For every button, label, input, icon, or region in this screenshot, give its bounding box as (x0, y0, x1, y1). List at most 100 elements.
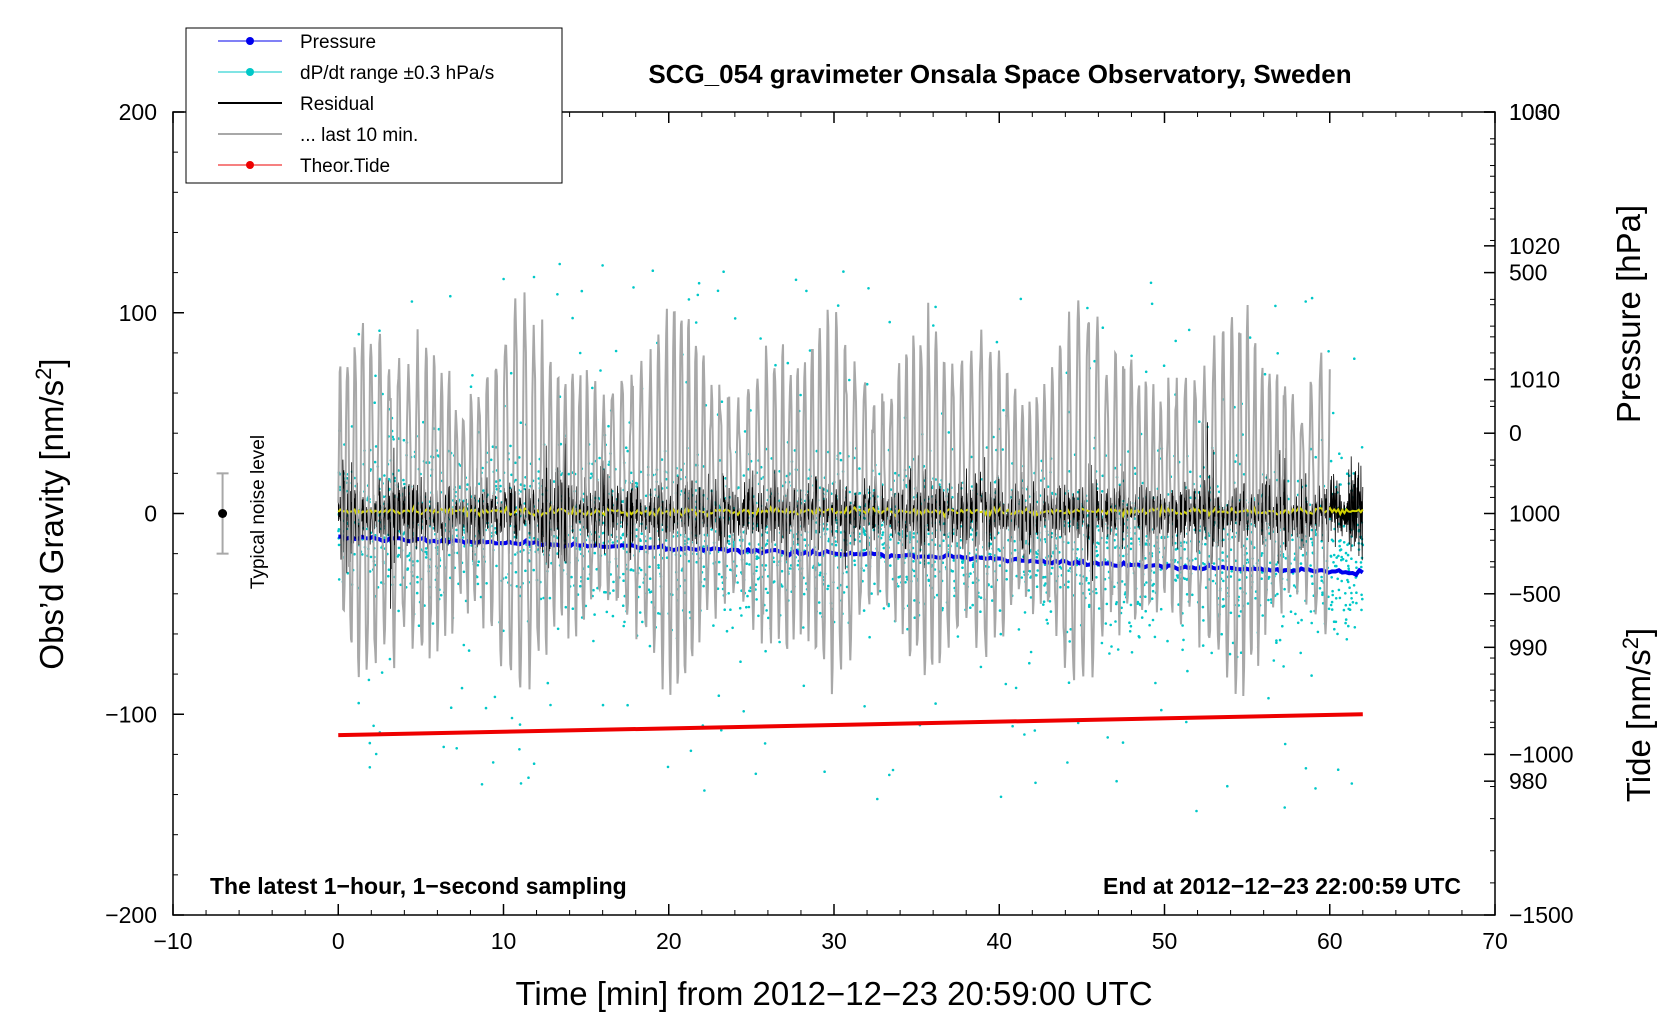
dpdt-point (1330, 538, 1334, 542)
dpdt-point (720, 728, 723, 732)
dpdt-point (794, 278, 798, 282)
dpdt-point (1166, 639, 1169, 643)
dpdt-point (858, 467, 861, 470)
dpdt-point (891, 768, 895, 772)
dpdt-point (564, 605, 568, 609)
dpdt-point (337, 578, 341, 581)
dpdt-point (1122, 554, 1125, 558)
dpdt-point (1329, 459, 1333, 463)
dpdt-point (1105, 602, 1109, 606)
dpdt-point (725, 629, 729, 633)
dpdt-point (1347, 624, 1350, 628)
dpdt-point (374, 534, 377, 537)
dpdt-point (1097, 607, 1101, 610)
dpdt-point (578, 351, 582, 355)
dpdt-point (748, 563, 751, 566)
dpdt-point (502, 277, 505, 281)
dpdt-point (1344, 618, 1348, 621)
noise-center-point (218, 509, 228, 518)
dpdt-point (1360, 608, 1363, 612)
dpdt-point (1181, 624, 1184, 627)
dpdt-point (878, 589, 882, 593)
dpdt-point (1035, 574, 1038, 577)
dpdt-point (1130, 537, 1133, 540)
dpdt-point (766, 591, 769, 594)
dpdt-point (532, 275, 536, 279)
dpdt-point (648, 565, 651, 569)
pressure-tick-label: 1020 (1509, 233, 1560, 259)
dpdt-point (848, 490, 851, 494)
dpdt-point (951, 496, 954, 499)
dpdt-point (1360, 446, 1364, 449)
dpdt-point (1321, 591, 1324, 594)
dpdt-point (756, 577, 760, 581)
dpdt-point (1044, 575, 1047, 579)
dpdt-point (1331, 589, 1334, 593)
dpdt-point (436, 454, 440, 457)
dpdt-point (476, 563, 480, 567)
dpdt-point (493, 527, 497, 530)
dpdt-point (442, 745, 446, 749)
chart-title: SCG_054 gravimeter Onsala Space Observat… (648, 59, 1351, 89)
dpdt-point (720, 575, 724, 579)
dpdt-point (510, 473, 513, 477)
dpdt-point (1346, 553, 1350, 557)
dpdt-point (595, 568, 598, 571)
dpdt-point (1162, 364, 1166, 368)
dpdt-point (1284, 557, 1288, 560)
dpdt-point (687, 559, 691, 563)
dpdt-point (720, 400, 724, 404)
dpdt-point (493, 695, 497, 699)
dpdt-point (870, 592, 873, 595)
dpdt-point (1338, 452, 1341, 456)
dpdt-point (1183, 577, 1186, 580)
dpdt-point (1118, 483, 1122, 487)
dpdt-point (862, 569, 866, 572)
dpdt-point (638, 585, 641, 589)
dpdt-point (1345, 559, 1348, 563)
dpdt-point (638, 611, 642, 614)
dpdt-point (1237, 614, 1241, 618)
dpdt-point (1004, 682, 1008, 686)
annotation-latest-sampling: The latest 1−hour, 1−second sampling (210, 873, 627, 899)
dpdt-point (1350, 544, 1354, 547)
dpdt-point (1340, 456, 1343, 460)
dpdt-point (552, 480, 556, 483)
dpdt-point (1066, 585, 1070, 589)
dpdt-point (1289, 610, 1293, 613)
dpdt-point (455, 528, 458, 532)
y-axis-label-tide: Tide [nm/s2] (1618, 628, 1658, 802)
dpdt-point (745, 562, 748, 565)
dpdt-point (738, 606, 742, 610)
dpdt-point (796, 563, 800, 567)
dpdt-point (372, 724, 375, 728)
dpdt-point (995, 340, 999, 344)
dpdt-point (664, 539, 668, 542)
dpdt-point (1189, 496, 1193, 500)
dpdt-point (373, 460, 377, 464)
dpdt-point (805, 289, 808, 293)
dpdt-point (558, 262, 561, 266)
dpdt-point (1310, 574, 1314, 578)
dpdt-point (807, 477, 810, 480)
dpdt-point (489, 458, 493, 462)
dpdt-point (835, 529, 838, 533)
dpdt-point (716, 289, 720, 293)
dpdt-point (1067, 541, 1070, 545)
dpdt-point (1229, 575, 1233, 578)
dpdt-point (593, 613, 596, 616)
dpdt-point (1331, 593, 1334, 597)
dpdt-point (532, 568, 535, 572)
dpdt-point (858, 505, 861, 509)
dpdt-point (867, 287, 870, 290)
dpdt-point (913, 599, 916, 602)
dpdt-point (1096, 525, 1100, 528)
noise-indicator (216, 472, 229, 555)
dpdt-point (1275, 641, 1278, 644)
dpdt-point (1311, 582, 1314, 585)
dpdt-point (425, 550, 428, 554)
dpdt-point (1301, 553, 1305, 557)
dpdt-point (367, 678, 371, 682)
dpdt-point (462, 528, 466, 532)
dpdt-point (515, 585, 519, 588)
